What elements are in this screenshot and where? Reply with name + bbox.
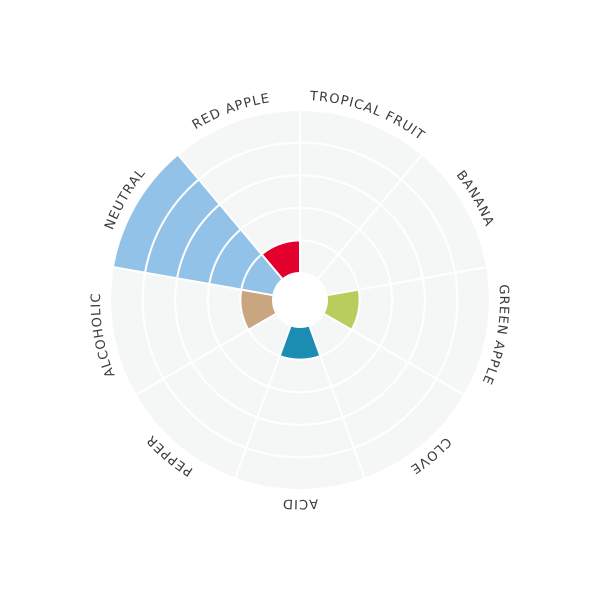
grid-spoke — [234, 325, 292, 479]
wedge — [261, 240, 300, 280]
center-hole — [274, 274, 326, 326]
wedge — [112, 154, 283, 296]
grid-spoke — [134, 312, 278, 396]
grid-spoke — [316, 153, 423, 280]
category-label-text: ACID — [282, 495, 318, 511]
wedge — [279, 325, 321, 360]
grid-spoke — [112, 266, 274, 297]
category-label: ACID — [282, 495, 319, 511]
grid-spoke — [322, 312, 466, 396]
grid-spoke — [308, 325, 366, 479]
grid-spoke — [326, 266, 488, 297]
grid-spoke — [177, 153, 284, 280]
wedge — [323, 289, 360, 330]
wedge — [240, 289, 277, 330]
